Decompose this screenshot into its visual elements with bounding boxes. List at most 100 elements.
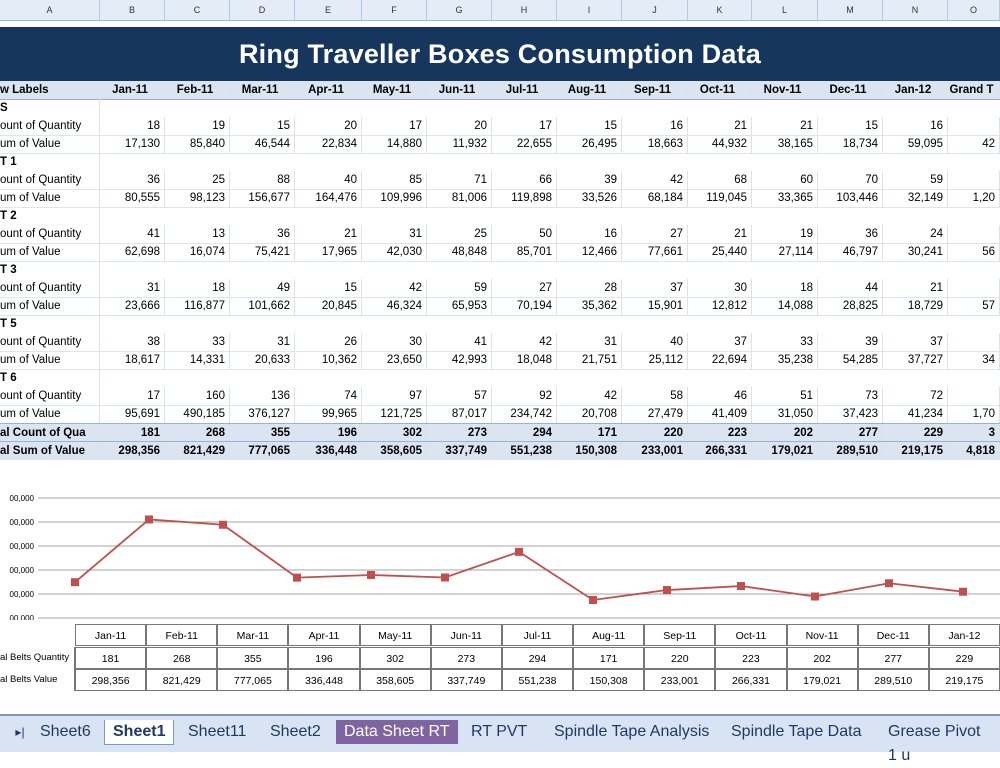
- cell[interactable]: 48,848: [427, 243, 492, 261]
- cell[interactable]: 75,421: [230, 243, 295, 261]
- cell[interactable]: 27,479: [622, 405, 688, 423]
- row-label[interactable]: ount of Quantity: [0, 333, 100, 351]
- cell[interactable]: 41,409: [688, 405, 752, 423]
- cell[interactable]: 33,365: [752, 189, 818, 207]
- cell[interactable]: 15: [295, 279, 362, 297]
- cell[interactable]: 14,088: [752, 297, 818, 315]
- cell[interactable]: 95,691: [100, 405, 165, 423]
- cell[interactable]: 74: [295, 387, 362, 405]
- cell[interactable]: 18,617: [100, 351, 165, 369]
- row-label[interactable]: um of Value: [0, 351, 100, 369]
- cell[interactable]: 223: [688, 424, 752, 442]
- cell[interactable]: 233,001: [622, 442, 688, 460]
- row-label[interactable]: um of Value: [0, 297, 100, 315]
- cell[interactable]: 289,510: [818, 442, 883, 460]
- cell[interactable]: 37: [883, 333, 948, 351]
- cell[interactable]: 50: [492, 225, 557, 243]
- cell[interactable]: 33: [165, 333, 230, 351]
- sheet-tab[interactable]: Sheet1: [104, 720, 175, 745]
- cell[interactable]: 109,996: [362, 189, 427, 207]
- cell[interactable]: May-11: [362, 81, 427, 99]
- cell[interactable]: 202: [752, 424, 818, 442]
- cell[interactable]: 87,017: [427, 405, 492, 423]
- cell[interactable]: 101,662: [230, 297, 295, 315]
- column-letter[interactable]: N: [883, 0, 948, 20]
- column-letter[interactable]: C: [165, 0, 230, 20]
- cell[interactable]: 31: [362, 225, 427, 243]
- cell[interactable]: 171: [557, 424, 622, 442]
- cell[interactable]: 10,362: [295, 351, 362, 369]
- sheet-tab[interactable]: Grease Pivot 1 u: [888, 723, 981, 764]
- cell[interactable]: 27,114: [752, 243, 818, 261]
- cell[interactable]: 15: [818, 117, 883, 135]
- cell[interactable]: 11,932: [427, 135, 492, 153]
- cell[interactable]: [948, 333, 1000, 351]
- cell[interactable]: 49: [230, 279, 295, 297]
- column-letter[interactable]: F: [362, 0, 427, 20]
- cell[interactable]: 16: [883, 117, 948, 135]
- cell[interactable]: 73: [818, 387, 883, 405]
- cell[interactable]: 21: [295, 225, 362, 243]
- cell[interactable]: 1,70: [948, 405, 1000, 423]
- cell[interactable]: 19: [165, 117, 230, 135]
- cell[interactable]: 31: [230, 333, 295, 351]
- cell[interactable]: 37: [688, 333, 752, 351]
- cell[interactable]: 30,241: [883, 243, 948, 261]
- cell[interactable]: 23,666: [100, 297, 165, 315]
- cell[interactable]: 80,555: [100, 189, 165, 207]
- row-label[interactable]: T 6: [0, 369, 100, 387]
- cell[interactable]: 81,006: [427, 189, 492, 207]
- cell[interactable]: 56: [948, 243, 1000, 261]
- cell[interactable]: 85,840: [165, 135, 230, 153]
- cell[interactable]: Oct-11: [688, 81, 752, 99]
- cell[interactable]: 17: [362, 117, 427, 135]
- cell[interactable]: 39: [557, 171, 622, 189]
- cell[interactable]: 57: [427, 387, 492, 405]
- cell[interactable]: 13: [165, 225, 230, 243]
- cell[interactable]: 17: [492, 117, 557, 135]
- cell[interactable]: 42: [492, 333, 557, 351]
- cell[interactable]: 65,953: [427, 297, 492, 315]
- cell[interactable]: 44: [818, 279, 883, 297]
- cell[interactable]: 57: [948, 297, 1000, 315]
- column-letter[interactable]: D: [230, 0, 295, 20]
- cell[interactable]: 26,495: [557, 135, 622, 153]
- cell[interactable]: 14,331: [165, 351, 230, 369]
- cell[interactable]: 32,149: [883, 189, 948, 207]
- cell[interactable]: 41,234: [883, 405, 948, 423]
- sheet-tab[interactable]: Sheet6: [40, 723, 91, 740]
- row-label[interactable]: T 1: [0, 153, 100, 171]
- cell[interactable]: 27: [622, 225, 688, 243]
- cell[interactable]: Jan-11: [100, 81, 165, 99]
- cell[interactable]: 298,356: [100, 442, 165, 460]
- cell[interactable]: 30: [362, 333, 427, 351]
- cell[interactable]: 20,845: [295, 297, 362, 315]
- column-letter[interactable]: J: [622, 0, 688, 20]
- cell[interactable]: 36: [818, 225, 883, 243]
- sheet-tab[interactable]: RT PVT: [471, 723, 528, 740]
- cell[interactable]: 28,825: [818, 297, 883, 315]
- cell[interactable]: 98,123: [165, 189, 230, 207]
- column-letter[interactable]: L: [752, 0, 818, 20]
- cell[interactable]: 337,749: [427, 442, 492, 460]
- cell[interactable]: 58: [622, 387, 688, 405]
- cell[interactable]: 277: [818, 424, 883, 442]
- cell[interactable]: 46,544: [230, 135, 295, 153]
- sheet-tab[interactable]: Spindle Tape Data: [731, 723, 862, 740]
- cell[interactable]: 21: [688, 225, 752, 243]
- cell[interactable]: 31,050: [752, 405, 818, 423]
- cell[interactable]: 1,20: [948, 189, 1000, 207]
- cell[interactable]: 777,065: [230, 442, 295, 460]
- cell[interactable]: [948, 225, 1000, 243]
- row-label[interactable]: T 2: [0, 207, 100, 225]
- cell[interactable]: 59: [883, 171, 948, 189]
- cell[interactable]: 27: [492, 279, 557, 297]
- row-label[interactable]: um of Value: [0, 189, 100, 207]
- cell[interactable]: Grand T: [948, 81, 1000, 99]
- cell[interactable]: 179,021: [752, 442, 818, 460]
- cell[interactable]: 37: [622, 279, 688, 297]
- cell[interactable]: 26: [295, 333, 362, 351]
- sheet-tab[interactable]: Sheet2: [270, 723, 321, 740]
- row-label[interactable]: S: [0, 99, 100, 117]
- cell[interactable]: 35,362: [557, 297, 622, 315]
